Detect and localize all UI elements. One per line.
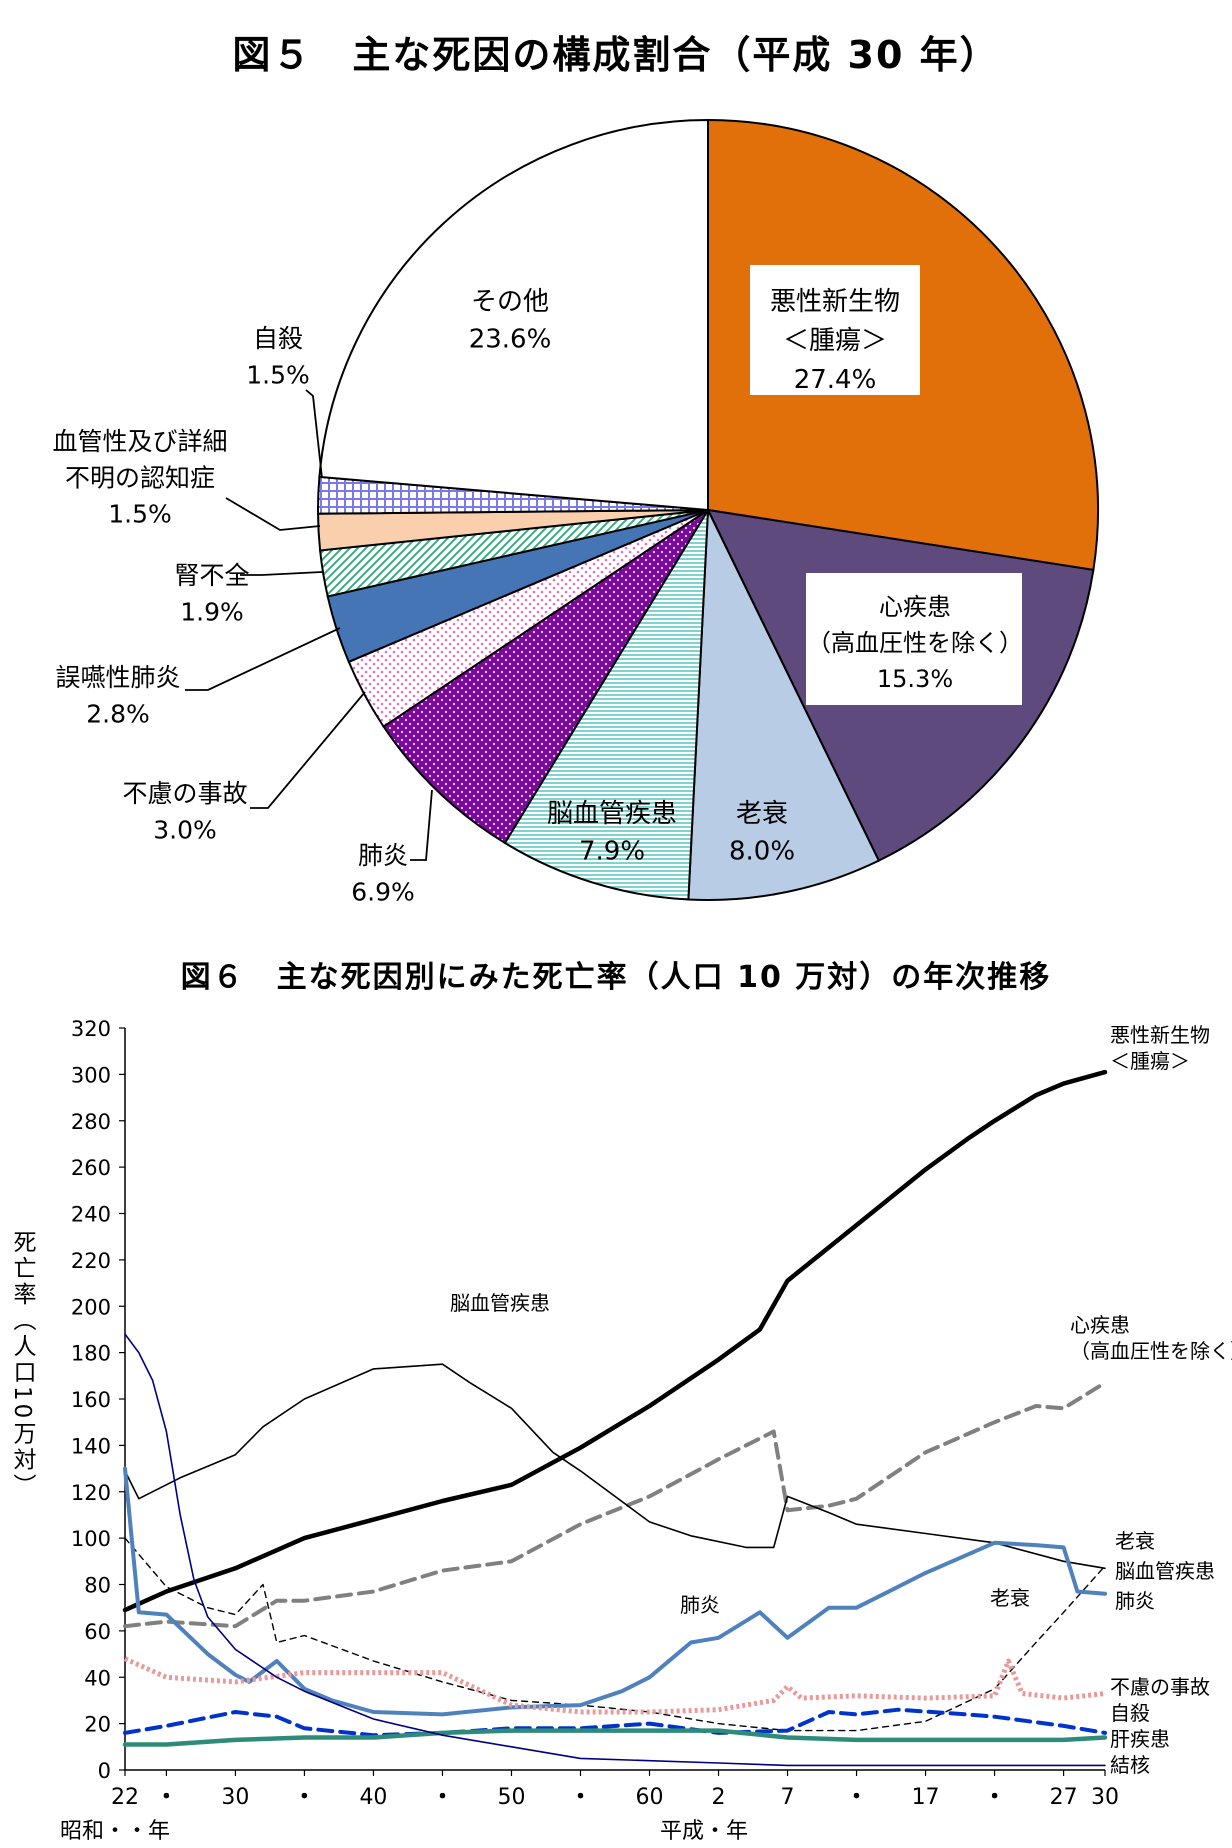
series-line-tuberculosis — [124, 1333, 1106, 1767]
series-label-liver-disease: 肝疾患 — [1110, 1727, 1170, 1751]
series-line-malignant-neoplasm — [122, 1069, 1108, 1613]
x-tick-label: 2 — [712, 1785, 726, 1810]
pie-label-aspiration-pneumonia: 誤嚥性肺炎 2.8% — [55, 663, 180, 728]
pie-label-box-heart-disease: 心疾患（高血圧性を除く） 15.3% — [806, 573, 1023, 705]
y-tick-label: 300 — [71, 1063, 111, 1087]
pie-leader-accident — [250, 691, 366, 809]
y-tick-label: 180 — [71, 1342, 111, 1366]
y-tick-label: 280 — [71, 1110, 111, 1134]
series-inline-label-senility: 老衰 — [990, 1586, 1030, 1610]
series-label-accident: 不慮の事故 — [1110, 1675, 1210, 1699]
x-era-label-showa: 昭和・・年 — [60, 1819, 170, 1844]
pie-label-box-malignant-neoplasm: 悪性新生物＜腫瘍＞ 27.4% — [750, 265, 920, 395]
x-tick-label: 30 — [221, 1785, 249, 1810]
y-tick-label: 20 — [84, 1713, 111, 1737]
line-chart: 0204060801001201401601802002202402602803… — [9, 1017, 1232, 1844]
figure6-title: 図６ 主な死因別にみた死亡率（人口 10 万対）の年次推移 — [180, 960, 1052, 995]
x-tick-label: 27 — [1050, 1785, 1078, 1810]
y-tick-label: 220 — [71, 1249, 111, 1273]
y-tick-label: 160 — [71, 1388, 111, 1412]
pie-label-accident: 不慮の事故 3.0% — [122, 779, 247, 844]
series-label-tuberculosis: 結核 — [1110, 1753, 1150, 1777]
x-tick-label: ・ — [431, 1785, 453, 1810]
y-tick-label: 120 — [71, 1481, 111, 1505]
y-tick-label: 240 — [71, 1203, 111, 1227]
pie-slice-cerebrovascular — [503, 509, 709, 901]
x-tick-label: ・ — [293, 1785, 315, 1810]
x-tick-label: 7 — [781, 1785, 795, 1810]
series-inline-label-cerebrovascular: 脳血管疾患 — [450, 1291, 550, 1315]
y-tick-label: 320 — [71, 1017, 111, 1041]
y-tick-label: 80 — [84, 1574, 111, 1598]
series-end-label-cerebrovascular: 脳血管疾患 — [1115, 1559, 1215, 1583]
y-tick-label: 260 — [71, 1156, 111, 1180]
series-line-heart-disease — [123, 1380, 1107, 1629]
pie-leader-renal-failure — [240, 571, 323, 576]
pie-label-pneumonia: 肺炎 6.9% — [351, 841, 415, 906]
pie-label-other: その他 23.6% — [469, 287, 552, 355]
figure5-title: 図５ 主な死因の構成割合（平成 30 年） — [232, 33, 1000, 77]
x-tick-label: 50 — [497, 1785, 525, 1810]
pie-label-suicide: 自殺 1.5% — [246, 324, 310, 389]
pie-leader-pneumonia — [410, 789, 433, 861]
series-line-cerebrovascular — [124, 1363, 1106, 1570]
y-axis-label: 死亡率（人口10万対） — [9, 1230, 37, 1499]
y-tick-label: 40 — [84, 1666, 111, 1690]
series-inline-label-pneumonia: 肺炎 — [680, 1593, 720, 1617]
x-tick-label: ・ — [984, 1785, 1006, 1810]
series-end-label-pneumonia: 肺炎 — [1115, 1589, 1155, 1613]
series-line-pneumonia — [123, 1466, 1107, 1717]
pie-slice-senility — [687, 509, 881, 901]
series-end-label-senility: 老衰 — [1115, 1529, 1155, 1553]
x-tick-label: ・ — [155, 1785, 177, 1810]
y-tick-label: 200 — [71, 1295, 111, 1319]
x-tick-label: 40 — [359, 1785, 387, 1810]
x-tick-label: ・ — [569, 1785, 591, 1810]
x-tick-label: 60 — [636, 1785, 664, 1810]
series-line-liver-disease — [122, 1728, 1108, 1747]
y-tick-label: 0 — [98, 1759, 111, 1783]
pie-label-senility: 老衰 8.0% — [729, 799, 795, 867]
pie-leader-dementia — [225, 497, 321, 531]
pie-label-heart-disease: 心疾患（高血圧性を除く） 15.3% — [807, 593, 1023, 693]
x-tick-label: 22 — [111, 1785, 139, 1810]
series-line-suicide — [123, 1707, 1107, 1738]
series-line-accident — [123, 1656, 1106, 1715]
pie-slice-other — [318, 118, 709, 512]
series-label-heart-disease: 心疾患（高血圧性を除く） — [1070, 1313, 1232, 1363]
x-era-label-heisei: 平成・年 — [660, 1819, 748, 1844]
pie-label-cerebrovascular: 脳血管疾患 7.9% — [547, 799, 677, 867]
series-line-senility — [124, 1537, 1106, 1732]
pie-leader-aspiration-pneumonia — [185, 627, 341, 691]
x-tick-label: 30 — [1091, 1785, 1119, 1810]
pie-label-renal-failure: 腎不全 1.9% — [174, 561, 249, 626]
x-tick-label: ・ — [846, 1785, 868, 1810]
y-tick-label: 140 — [71, 1434, 111, 1458]
y-tick-label: 60 — [84, 1620, 111, 1644]
series-label-malignant-neoplasm: 悪性新生物＜腫瘍＞ — [1110, 1023, 1210, 1073]
pie-chart: 悪性新生物＜腫瘍＞ 27.4% 心疾患（高血圧性を除く） 15.3% 老衰 8.0% 脳血管… — [52, 118, 1099, 906]
pie-label-malignant-neoplasm: 悪性新生物＜腫瘍＞ 27.4% — [770, 287, 900, 395]
pie-label-dementia: 血管性及び詳細不明の認知症 1.5% — [52, 427, 227, 529]
y-tick-label: 100 — [71, 1527, 111, 1551]
pie-slice-pneumonia — [382, 509, 709, 845]
pie-leader-suicide — [305, 389, 323, 479]
series-label-suicide: 自殺 — [1110, 1701, 1150, 1725]
x-tick-label: 17 — [912, 1785, 940, 1810]
